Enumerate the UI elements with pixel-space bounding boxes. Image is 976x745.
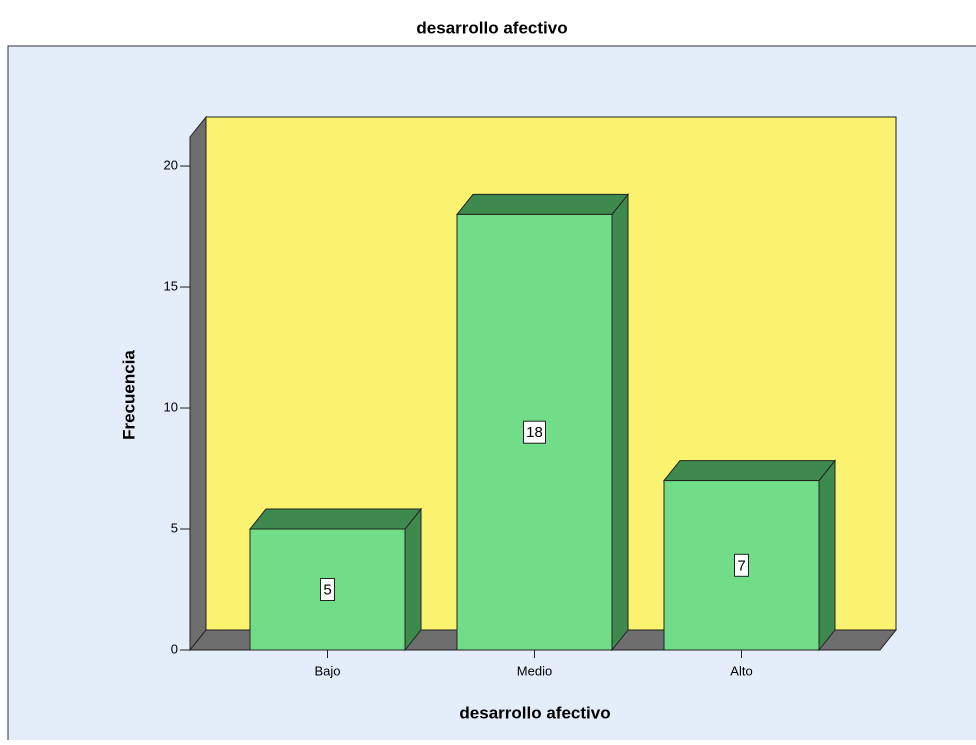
- value-label: 18: [526, 424, 543, 441]
- y-tick-label: 10: [164, 399, 178, 414]
- y-tick-label: 0: [171, 641, 178, 656]
- value-label-box: [320, 578, 335, 602]
- value-label-box: [734, 553, 749, 577]
- value-label-box: [523, 420, 546, 444]
- x-tick-label: Bajo: [314, 663, 340, 678]
- x-tick-label: Alto: [730, 663, 752, 678]
- side-wall: [189, 115, 207, 652]
- bar-top: [455, 193, 630, 215]
- y-tick-label: 5: [171, 520, 178, 535]
- y-axis-label: Frecuencia: [119, 350, 138, 440]
- y-tick-label: 15: [164, 278, 178, 293]
- x-axis-label: desarrollo afectivo: [459, 703, 610, 722]
- bar-side: [611, 193, 629, 652]
- chart-title: desarrollo afectivo: [416, 18, 567, 37]
- bar-top: [662, 460, 837, 482]
- x-tick-label: Medio: [517, 663, 552, 678]
- value-label: 5: [323, 581, 331, 598]
- y-tick-label: 20: [164, 157, 178, 172]
- bar-side: [818, 459, 836, 652]
- value-label: 7: [737, 557, 745, 574]
- bar-top: [248, 508, 423, 530]
- bar-side: [404, 507, 422, 652]
